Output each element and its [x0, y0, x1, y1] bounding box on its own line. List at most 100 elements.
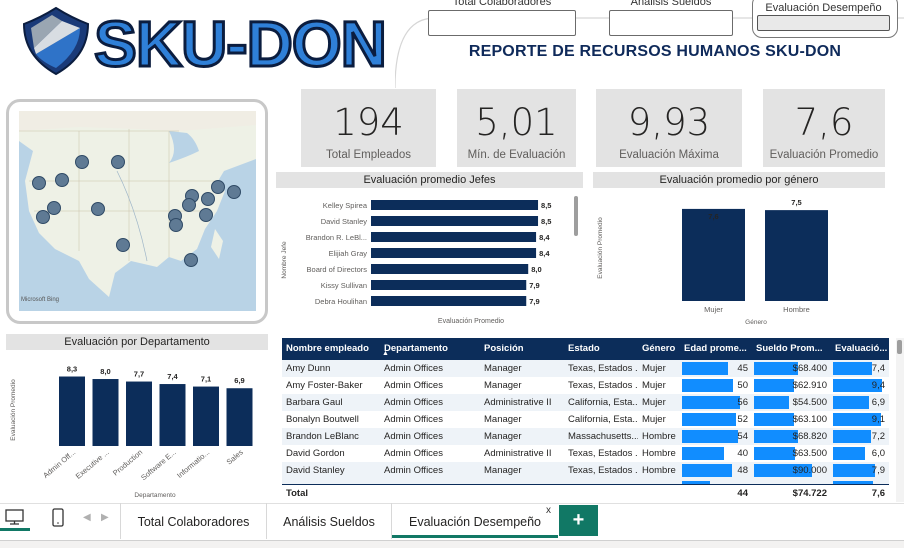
table-column-header[interactable]: Género	[638, 338, 680, 360]
chart-genero-category-label: Hombre	[783, 305, 810, 314]
chart-departamento-category-label: Admin Off...	[41, 448, 77, 480]
table-total-label: Total	[286, 488, 308, 499]
chart-departamento-title: Evaluación por Departamento	[6, 334, 268, 350]
desktop-view-icon[interactable]	[4, 508, 26, 528]
table-data-bar	[754, 464, 812, 477]
table-row[interactable]: Barbara Gaul Admin Offices Administrative …	[282, 394, 889, 411]
tab-evaluacion-desempeno[interactable]: Evaluación Desempeño	[408, 515, 542, 529]
table-cell: $90.000	[792, 465, 827, 476]
table-column-header[interactable]: Departamento	[380, 338, 480, 360]
table-cell: Texas, Estados ...	[568, 448, 638, 459]
table-cell: 50	[737, 380, 748, 391]
table-data-bar	[833, 396, 870, 409]
nav-button-evaluacion-desempeno-inner[interactable]	[757, 15, 890, 31]
table-cell: 7,9	[871, 465, 885, 476]
chart-jefes-bar	[371, 248, 537, 258]
chart-jefes-title: Evaluación promedio Jefes	[276, 172, 583, 188]
chart-departamento-data-label: 8,0	[100, 367, 110, 376]
table-cell: Manager	[484, 414, 522, 425]
table-cell: Hombre	[642, 465, 676, 476]
chart-genero-xlabel: Género	[745, 319, 767, 326]
chart-genero-bar	[682, 208, 745, 301]
table-column-header[interactable]: Posición	[480, 338, 564, 360]
table-cell: Administrative II	[484, 448, 552, 459]
table-cell: $68.820	[792, 431, 827, 442]
tab-scroll-left-icon[interactable]: ◀	[83, 512, 91, 523]
mobile-view-icon[interactable]	[50, 507, 66, 529]
chart-jefes-bar	[371, 232, 537, 242]
employee-table[interactable]: Nombre empleado Departamento Posición Estad…	[282, 338, 889, 502]
table-row[interactable]: David Gordon Admin Offices Administrative …	[282, 445, 889, 462]
chart-evaluacion-jefes[interactable]: Nombre Jefe Kelley Spirea 8,5 David Stanley…	[276, 190, 583, 330]
chart-jefes-bar	[371, 216, 539, 226]
table-data-bar	[754, 430, 798, 443]
table-data-bar	[833, 379, 883, 392]
chart-departamento-category-label: Executive ...	[74, 448, 111, 481]
table-data-bar	[682, 464, 732, 477]
chart-jefes-bar	[371, 264, 529, 274]
table-row[interactable]: Bonalyn Boutwell Admin Offices Manager Cali…	[282, 411, 889, 428]
table-cell: Amy Foster-Baker	[286, 380, 363, 391]
kpi-label: Evaluación Promedio	[769, 149, 879, 161]
table-column-header[interactable]: Sueldo Prom...	[752, 338, 831, 360]
table-cell: Brandon LeBlanc	[286, 431, 359, 442]
chart-jefes-xlabel: Evaluación Promedio	[438, 318, 504, 325]
chart-evaluacion-departamento[interactable]: Evaluación Promedio 8,3 Admin Off... 8,0 Exe…	[6, 352, 268, 500]
map-location-marker	[227, 185, 241, 199]
table-scrollbar[interactable]	[896, 338, 904, 502]
table-column-header[interactable]: Edad prome...	[680, 338, 752, 360]
chart-genero-ylabel: Evaluación Promedio	[597, 217, 604, 279]
chart-departamento-category-label: Production	[111, 448, 144, 478]
table-row[interactable]: David Stanley Admin Offices Manager Texas, …	[282, 462, 889, 479]
sort-ascending-icon[interactable]: ▲	[382, 350, 389, 357]
chart-evaluacion-genero[interactable]: Evaluación Promedio 7,6 Mujer 7,5 Hombre Géne…	[593, 190, 885, 330]
table-data-bar	[754, 447, 795, 460]
table-cell: Texas, Estados ...	[568, 380, 638, 391]
table-row[interactable]: Brandon LeBlanc Admin Offices Manager Massa…	[282, 428, 889, 445]
map-location-marker	[75, 155, 89, 169]
table-cell: California, Esta...	[568, 414, 638, 425]
table-column-header[interactable]: Estado	[564, 338, 638, 360]
chart-genero-category-label: Mujer	[704, 305, 723, 314]
chart-jefes-data-label: 8,5	[541, 217, 551, 226]
table-data-bar	[833, 362, 872, 375]
chart-departamento-data-label: 7,1	[201, 375, 211, 384]
table-cell: California, Esta...	[568, 397, 638, 408]
table-row[interactable]: Amy Foster-Baker Admin Offices Manager Texa…	[282, 377, 889, 394]
table-cell: Manager	[484, 465, 522, 476]
table-data-bar	[682, 362, 729, 375]
table-data-bar	[833, 447, 865, 460]
tab-total-colaboradores[interactable]: Total Colaboradores	[137, 515, 250, 529]
chart-jefes-bar	[371, 200, 539, 210]
table-data-bar	[754, 396, 790, 409]
tab-scroll-right-icon[interactable]: ▶	[101, 512, 109, 523]
table-column-header[interactable]: Nombre empleado	[282, 338, 380, 360]
tab-analisis-sueldos[interactable]: Análisis Sueldos	[283, 515, 375, 529]
kpi-card-evaluacion-maxima: 9,93 Evaluación Máxima	[596, 89, 742, 167]
map-location-marker	[111, 155, 125, 169]
table-cell: 40	[737, 448, 748, 459]
table-row[interactable]: Amy Dunn Admin Offices Manager Texas, Estad…	[282, 360, 889, 377]
tab-divider	[120, 503, 121, 539]
map-location-marker	[91, 202, 105, 216]
table-cell: Admin Offices	[384, 363, 443, 374]
table-cell: 7,4	[871, 363, 885, 374]
nav-button-total-colaboradores[interactable]	[428, 10, 576, 36]
kpi-value: 194	[333, 101, 404, 144]
kpi-label: Mín. de Evaluación	[467, 149, 566, 161]
table-column-header[interactable]: Evaluació...	[831, 338, 889, 360]
chart-departamento-ylabel: Evaluación Promedio	[10, 379, 17, 441]
employee-location-map[interactable]: Microsoft Bing	[19, 111, 256, 311]
map-location-marker	[116, 238, 130, 252]
chart-jefes-scrollbar	[574, 196, 578, 236]
kpi-label: Evaluación Máxima	[619, 149, 719, 161]
add-page-button[interactable]: +	[559, 505, 598, 536]
map-location-marker	[47, 201, 61, 215]
table-cell: 56	[737, 397, 748, 408]
chart-jefes-data-label: 7,9	[529, 281, 539, 290]
nav-button-analisis-sueldos[interactable]	[609, 10, 733, 36]
table-data-bar	[833, 413, 881, 426]
table-cell: 6,9	[871, 397, 885, 408]
chart-departamento-category-label: Informatio...	[175, 448, 211, 480]
close-tab-icon[interactable]: x	[546, 505, 551, 516]
